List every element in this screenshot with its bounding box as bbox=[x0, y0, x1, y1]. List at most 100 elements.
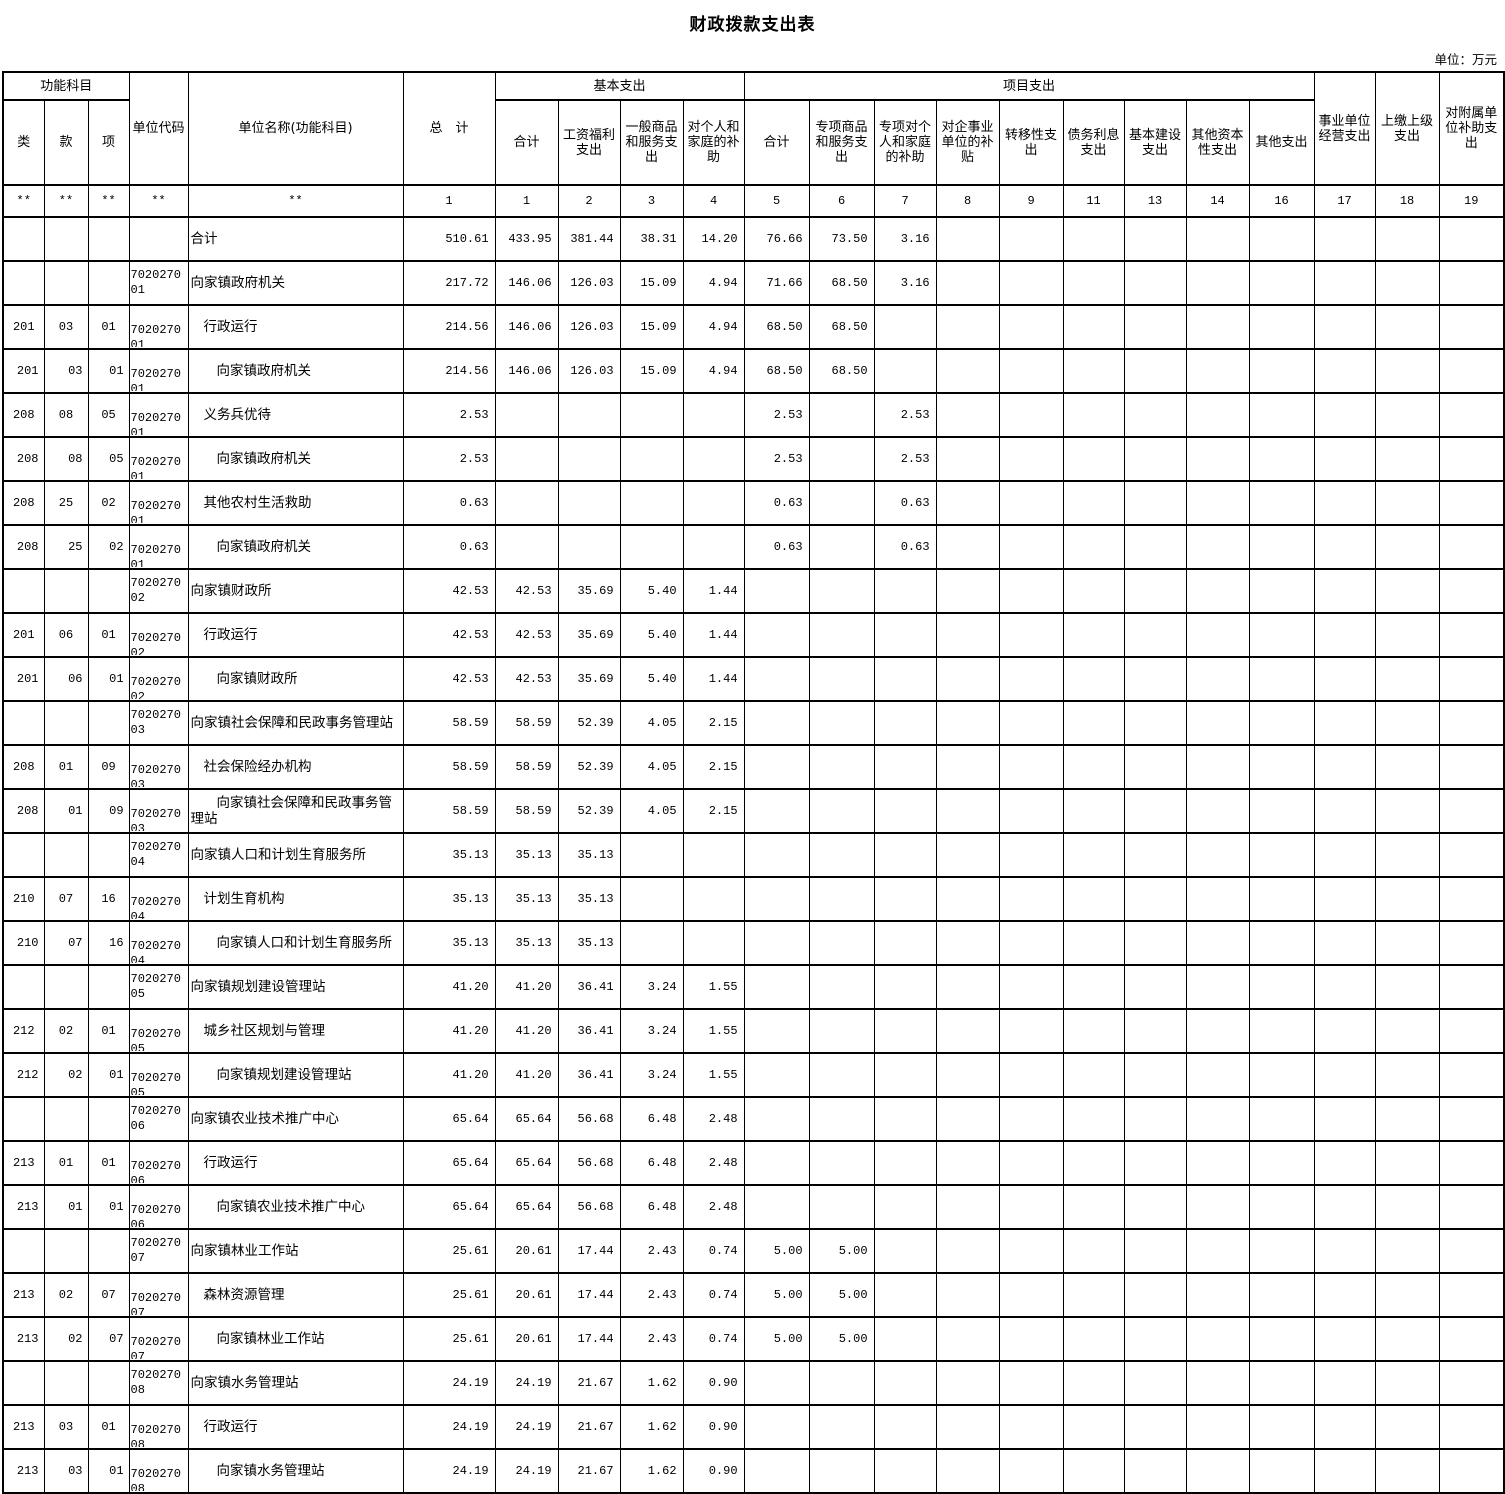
cell-unit-code: 702027001 bbox=[128, 436, 189, 482]
cell-unit-name: 向家镇政府机关 bbox=[187, 348, 404, 394]
cell-item-code bbox=[87, 568, 130, 614]
cell-value: 35.69 bbox=[557, 568, 621, 614]
header-project-total: 合计 bbox=[743, 99, 810, 186]
cell-value: 56.68 bbox=[557, 1184, 621, 1230]
table-row: 213 03 01 702027008 向家镇水务管理站 24.19 24.19 21.67 1… bbox=[2, 1448, 1505, 1494]
cell-value: 1.55 bbox=[682, 964, 745, 1010]
cell-value bbox=[1185, 1448, 1250, 1494]
cell-value bbox=[1313, 832, 1376, 878]
cell-value bbox=[1438, 1448, 1505, 1494]
unit-name-text: 计划生育机构 bbox=[203, 891, 285, 907]
cell-value bbox=[808, 1052, 875, 1098]
unit-name-text: 行政运行 bbox=[203, 1155, 258, 1171]
column-code-cell: 13 bbox=[1123, 184, 1187, 218]
header-group-row: 功能科目 单位代码 单位名称(功能科目) 总 计 基本支出 项目支出 事业单位经… bbox=[2, 71, 1505, 186]
header-class: 类 bbox=[2, 99, 45, 186]
cell-value bbox=[1062, 832, 1125, 878]
report-page: 财政拨款支出表 单位：万元 功能科目 单位代码 单位名称(功能科目) 总 计 基… bbox=[0, 10, 1505, 1494]
cell-item-code bbox=[87, 216, 130, 262]
cell-value bbox=[743, 1448, 810, 1494]
cell-unit-name: 向家镇规划建设管理站 bbox=[187, 964, 404, 1010]
cell-value bbox=[1185, 920, 1250, 966]
table-row: 702027007 向家镇林业工作站 25.61 20.61 17.44 2.43 0.74… bbox=[2, 1228, 1505, 1274]
cell-value bbox=[873, 1052, 937, 1098]
cell-value: 21.67 bbox=[557, 1360, 621, 1406]
cell-unit-name: 行政运行 bbox=[187, 1404, 404, 1450]
cell-section-code bbox=[43, 568, 89, 614]
cell-unit-name: 行政运行 bbox=[187, 1140, 404, 1186]
cell-unit-name: 向家镇社会保障和民政事务管理站 bbox=[187, 788, 404, 834]
cell-value bbox=[557, 480, 621, 526]
cell-value bbox=[998, 832, 1064, 878]
cell-value bbox=[1374, 260, 1440, 306]
cell-class-code: 213 bbox=[2, 1272, 45, 1318]
cell-value: 2.48 bbox=[682, 1140, 745, 1186]
cell-value bbox=[1313, 656, 1376, 702]
cell-value bbox=[808, 1404, 875, 1450]
cell-value: 35.13 bbox=[494, 832, 559, 878]
cell-value bbox=[1062, 1360, 1125, 1406]
cell-unit-code: 702027002 bbox=[128, 568, 189, 614]
cell-value bbox=[1062, 788, 1125, 834]
cell-value: 1.44 bbox=[682, 568, 745, 614]
cell-unit-code: 702027001 bbox=[128, 524, 189, 570]
cell-unit-name: 合计 bbox=[187, 216, 404, 262]
cell-value bbox=[1123, 348, 1187, 394]
cell-value bbox=[873, 1272, 937, 1318]
header-special-goods: 专项商品和服务支出 bbox=[808, 99, 875, 186]
cell-value: 65.64 bbox=[402, 1184, 496, 1230]
cell-value bbox=[1313, 1448, 1376, 1494]
cell-value: 68.50 bbox=[808, 260, 875, 306]
cell-value: 58.59 bbox=[494, 700, 559, 746]
unit-name-text: 向家镇政府机关 bbox=[216, 363, 312, 379]
cell-value bbox=[935, 1140, 1000, 1186]
cell-value bbox=[1438, 260, 1505, 306]
cell-section-code: 01 bbox=[43, 1184, 89, 1230]
header-affiliate-subsidy-expense: 对附属单位补助支出 bbox=[1438, 71, 1505, 186]
cell-section-code: 03 bbox=[43, 304, 89, 350]
cell-value bbox=[1248, 1184, 1315, 1230]
cell-value bbox=[998, 348, 1064, 394]
unit-name-text: 向家镇财政所 bbox=[216, 671, 298, 687]
cell-class-code bbox=[2, 1228, 45, 1274]
table-row: 702027001 向家镇政府机关 217.72 146.06 126.03 15.09 4… bbox=[2, 260, 1505, 306]
column-code-cell: 1 bbox=[402, 184, 496, 218]
cell-value bbox=[682, 920, 745, 966]
table-row: 201 06 01 702027002 向家镇财政所 42.53 42.53 35.69 5.4… bbox=[2, 656, 1505, 702]
cell-value bbox=[1374, 920, 1440, 966]
cell-value bbox=[935, 524, 1000, 570]
unit-code-text bbox=[130, 219, 187, 259]
cell-item-code bbox=[87, 1228, 130, 1274]
cell-value bbox=[1248, 744, 1315, 790]
cell-value bbox=[808, 524, 875, 570]
cell-value: 1.55 bbox=[682, 1052, 745, 1098]
cell-value: 5.00 bbox=[808, 1228, 875, 1274]
cell-value bbox=[1438, 744, 1505, 790]
unit-name-text: 社会保险经办机构 bbox=[203, 759, 312, 775]
cell-value: 0.63 bbox=[402, 480, 496, 526]
cell-value bbox=[1313, 348, 1376, 394]
cell-value bbox=[808, 612, 875, 658]
cell-value: 5.00 bbox=[743, 1228, 810, 1274]
cell-value bbox=[1062, 964, 1125, 1010]
cell-value bbox=[998, 1448, 1064, 1494]
cell-value bbox=[935, 568, 1000, 614]
column-code-cell: ** bbox=[87, 184, 130, 218]
page-title: 财政拨款支出表 bbox=[689, 15, 816, 35]
cell-value: 0.74 bbox=[682, 1316, 745, 1362]
cell-value bbox=[873, 832, 937, 878]
cell-value bbox=[743, 612, 810, 658]
cell-value bbox=[682, 480, 745, 526]
table-row: 208 01 09 702027003 向家镇社会保障和民政事务管理站 58.59 58.5… bbox=[2, 788, 1505, 834]
cell-value bbox=[998, 568, 1064, 614]
cell-value bbox=[1248, 788, 1315, 834]
cell-item-code: 01 bbox=[87, 656, 130, 702]
table-row: 208 25 02 702027001 其他农村生活救助 0.63 0.63 0.63 bbox=[2, 480, 1505, 526]
cell-value bbox=[1374, 568, 1440, 614]
cell-value bbox=[1438, 612, 1505, 658]
cell-value bbox=[1438, 876, 1505, 922]
cell-value bbox=[1374, 1052, 1440, 1098]
cell-value bbox=[682, 832, 745, 878]
cell-value bbox=[1248, 1008, 1315, 1054]
cell-value bbox=[935, 1052, 1000, 1098]
